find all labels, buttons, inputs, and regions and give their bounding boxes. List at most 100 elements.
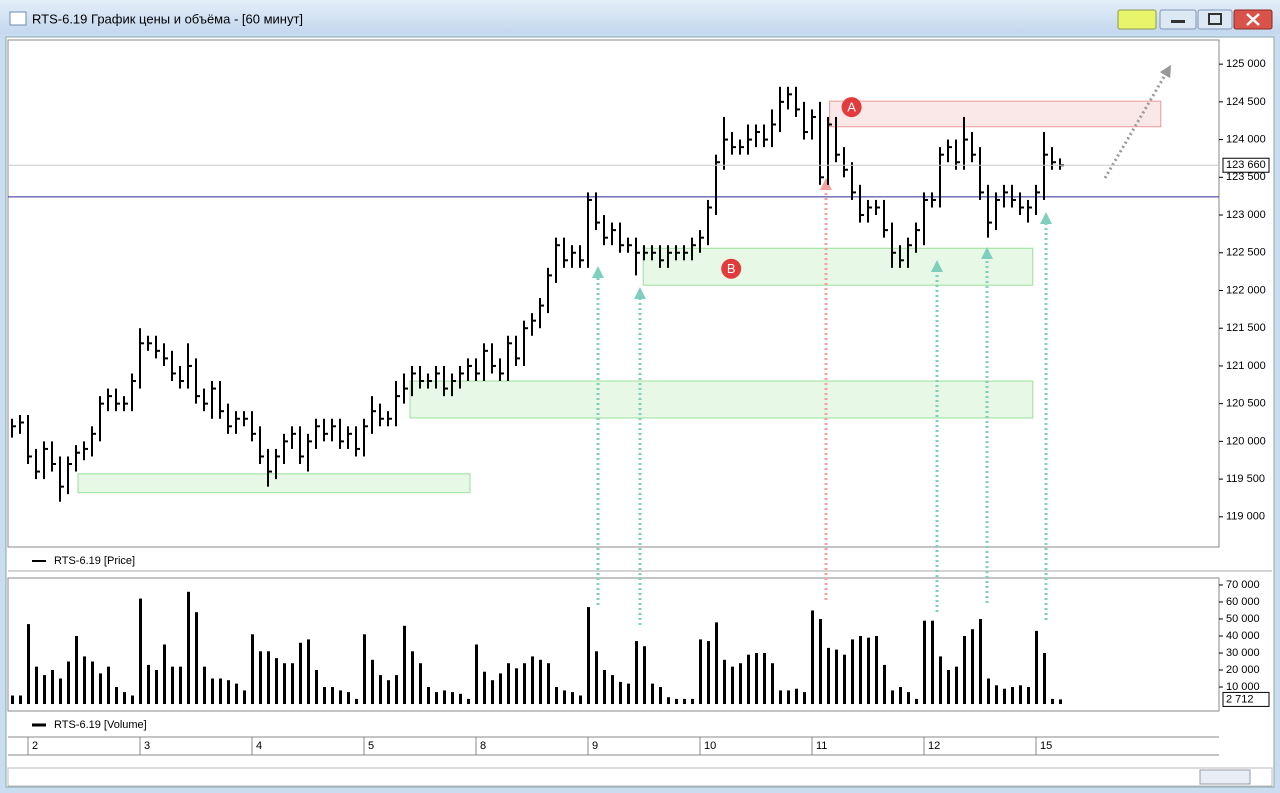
- volume-bar: [987, 678, 990, 705]
- volume-bar: [291, 663, 294, 705]
- plot: 119 000 119 500 120 000 120 500 121 000 121 5…: [8, 58, 1270, 755]
- volume-bar: [923, 620, 926, 705]
- y-tick-label: 120 000: [1226, 435, 1266, 447]
- volume-bar: [147, 664, 150, 705]
- volume-bar: [675, 698, 678, 705]
- price-pane: [7, 39, 1220, 548]
- y-tick-label: 70 000: [1226, 579, 1260, 591]
- volume-bar: [155, 670, 158, 705]
- scrollbar[interactable]: [7, 767, 1273, 787]
- annotation-arrows: [592, 64, 1172, 625]
- volume-bar: [475, 644, 478, 705]
- zone-badge: [721, 258, 742, 279]
- volume-bar: [755, 653, 758, 705]
- volume-bar: [227, 680, 230, 705]
- volume-bar: [219, 678, 222, 705]
- volume-bar: [211, 678, 214, 705]
- volume-bar: [395, 675, 398, 705]
- maximize-icon: [1208, 13, 1222, 25]
- y-tick-label: 123 000: [1226, 209, 1266, 221]
- zone-label: A: [847, 100, 856, 115]
- volume-bar: [811, 610, 814, 705]
- volume-bar: [267, 651, 270, 705]
- y-tick-label: 122 000: [1226, 284, 1266, 296]
- volume-bar: [347, 692, 350, 705]
- volume-bar: [427, 687, 430, 705]
- volume-bar: [67, 661, 70, 705]
- volume-bar: [315, 670, 318, 705]
- volume-bar: [75, 635, 78, 705]
- x-tick-label: 12: [928, 740, 940, 752]
- volume-bar: [331, 687, 334, 705]
- volume-bar: [787, 690, 790, 705]
- y-tick-label: 120 500: [1226, 398, 1266, 410]
- y-tick-label: 60 000: [1226, 596, 1260, 608]
- volume-bar: [547, 663, 550, 705]
- x-tick-label: 15: [1040, 740, 1052, 752]
- y-tick-label: 20 000: [1226, 664, 1260, 676]
- volume-bar: [459, 693, 462, 705]
- close-icon: [1246, 13, 1260, 26]
- volume-bar: [723, 659, 726, 705]
- volume-bar: [699, 639, 702, 705]
- volume-bar: [915, 698, 918, 705]
- volume-bar: [883, 664, 886, 705]
- volume-bar: [275, 658, 278, 705]
- minimize-button[interactable]: [1159, 9, 1197, 30]
- volume-bar: [835, 649, 838, 705]
- volume-bar: [531, 656, 534, 705]
- volume-bar: [603, 670, 606, 705]
- volume-bar: [931, 620, 934, 705]
- volume-bar: [323, 687, 326, 705]
- volume-bar: [251, 634, 254, 705]
- volume-bar: [379, 675, 382, 705]
- scrollbar-thumb[interactable]: [1199, 769, 1251, 785]
- volume-bar: [851, 639, 854, 705]
- volume-bar: [803, 692, 806, 705]
- volume-bar: [43, 675, 46, 705]
- volume-bar: [643, 646, 646, 705]
- volume-bar: [995, 685, 998, 705]
- volume-bar: [235, 683, 238, 705]
- volume-bar: [115, 687, 118, 705]
- y-tick-label: 50 000: [1226, 613, 1260, 625]
- volume-bar: [507, 663, 510, 705]
- volume-bar: [483, 671, 486, 705]
- window-title: RTS-6.19 График цены и объёма - [60 мину…: [32, 11, 303, 26]
- volume-bar: [963, 635, 966, 705]
- volume-bar: [499, 673, 502, 705]
- volume-bar: [651, 683, 654, 705]
- volume-bar: [59, 678, 62, 705]
- zone-label: B: [727, 261, 736, 276]
- maximize-button[interactable]: [1197, 9, 1233, 30]
- volume-bar: [363, 634, 366, 705]
- link-button[interactable]: [1117, 9, 1157, 30]
- volume-bar: [1027, 687, 1030, 705]
- volume-bar: [411, 651, 414, 705]
- volume-bar: [35, 666, 38, 705]
- volume-bar: [595, 651, 598, 705]
- volume-bar: [139, 598, 142, 705]
- volume-bar: [715, 622, 718, 705]
- y-tick-label: 124 000: [1226, 133, 1266, 145]
- volume-bar: [907, 692, 910, 705]
- app-icon: [9, 11, 27, 26]
- volume-bar: [691, 698, 694, 705]
- volume-bar: [515, 668, 518, 705]
- title-bar: [0, 0, 1280, 34]
- volume-bar: [939, 656, 942, 705]
- volume-bar: [107, 666, 110, 705]
- y-tick-label: 124 500: [1226, 96, 1266, 108]
- volume-bar: [51, 670, 54, 705]
- volume-bar: [19, 695, 22, 705]
- zone: [642, 247, 1034, 286]
- x-tick-label: 9: [592, 740, 598, 752]
- volume-bar: [131, 695, 134, 705]
- volume-bar: [435, 692, 438, 705]
- volume-bar: [443, 690, 446, 705]
- x-tick-label: 8: [480, 740, 486, 752]
- volume-bar: [859, 635, 862, 705]
- legend-label: RTS-6.19 [Price]: [54, 555, 135, 567]
- volume-bar: [163, 644, 166, 705]
